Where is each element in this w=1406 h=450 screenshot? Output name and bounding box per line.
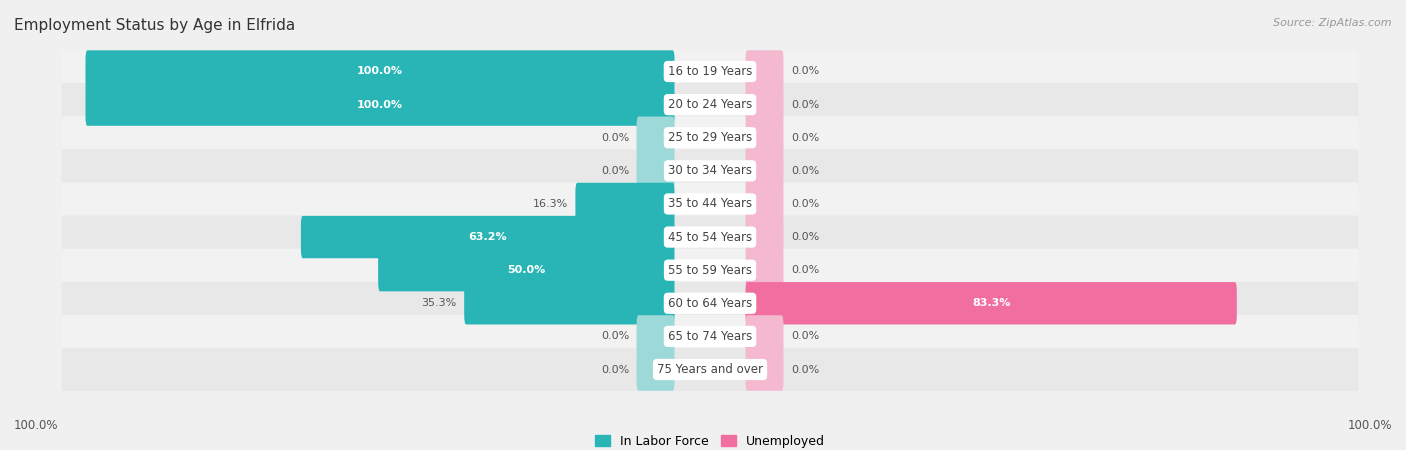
Text: 100.0%: 100.0% xyxy=(357,67,404,76)
FancyBboxPatch shape xyxy=(745,150,783,192)
FancyBboxPatch shape xyxy=(62,216,1358,259)
Text: 35.3%: 35.3% xyxy=(422,298,457,308)
FancyBboxPatch shape xyxy=(745,216,783,258)
Text: 0.0%: 0.0% xyxy=(792,331,820,342)
FancyBboxPatch shape xyxy=(745,50,783,93)
FancyBboxPatch shape xyxy=(62,50,1358,93)
Text: 100.0%: 100.0% xyxy=(14,419,59,432)
FancyBboxPatch shape xyxy=(378,249,675,291)
Text: 0.0%: 0.0% xyxy=(792,133,820,143)
Text: 20 to 24 Years: 20 to 24 Years xyxy=(668,98,752,111)
FancyBboxPatch shape xyxy=(62,315,1358,358)
Text: 0.0%: 0.0% xyxy=(600,166,628,176)
Text: 55 to 59 Years: 55 to 59 Years xyxy=(668,264,752,277)
FancyBboxPatch shape xyxy=(637,150,675,192)
Text: 0.0%: 0.0% xyxy=(600,331,628,342)
Text: 0.0%: 0.0% xyxy=(792,99,820,110)
Text: 0.0%: 0.0% xyxy=(600,133,628,143)
Legend: In Labor Force, Unemployed: In Labor Force, Unemployed xyxy=(591,430,830,450)
FancyBboxPatch shape xyxy=(745,183,783,225)
Text: 0.0%: 0.0% xyxy=(792,67,820,76)
FancyBboxPatch shape xyxy=(86,50,675,93)
FancyBboxPatch shape xyxy=(301,216,675,258)
Text: 50.0%: 50.0% xyxy=(508,265,546,275)
FancyBboxPatch shape xyxy=(745,83,783,126)
FancyBboxPatch shape xyxy=(62,182,1358,225)
Text: 0.0%: 0.0% xyxy=(792,199,820,209)
Text: 100.0%: 100.0% xyxy=(357,99,404,110)
Text: 60 to 64 Years: 60 to 64 Years xyxy=(668,297,752,310)
FancyBboxPatch shape xyxy=(637,117,675,159)
Text: 45 to 54 Years: 45 to 54 Years xyxy=(668,230,752,243)
Text: 0.0%: 0.0% xyxy=(792,364,820,374)
Text: 35 to 44 Years: 35 to 44 Years xyxy=(668,198,752,211)
FancyBboxPatch shape xyxy=(62,116,1358,159)
Text: 0.0%: 0.0% xyxy=(792,166,820,176)
Text: 25 to 29 Years: 25 to 29 Years xyxy=(668,131,752,144)
Text: 16 to 19 Years: 16 to 19 Years xyxy=(668,65,752,78)
FancyBboxPatch shape xyxy=(464,282,675,324)
FancyBboxPatch shape xyxy=(745,282,1237,324)
Text: 75 Years and over: 75 Years and over xyxy=(657,363,763,376)
FancyBboxPatch shape xyxy=(62,282,1358,325)
FancyBboxPatch shape xyxy=(575,183,675,225)
FancyBboxPatch shape xyxy=(745,348,783,391)
Text: 0.0%: 0.0% xyxy=(792,232,820,242)
Text: 100.0%: 100.0% xyxy=(1347,419,1392,432)
Text: 63.2%: 63.2% xyxy=(468,232,508,242)
Text: Source: ZipAtlas.com: Source: ZipAtlas.com xyxy=(1274,18,1392,28)
FancyBboxPatch shape xyxy=(62,249,1358,292)
FancyBboxPatch shape xyxy=(745,117,783,159)
Text: 30 to 34 Years: 30 to 34 Years xyxy=(668,164,752,177)
FancyBboxPatch shape xyxy=(745,249,783,291)
Text: Employment Status by Age in Elfrida: Employment Status by Age in Elfrida xyxy=(14,18,295,33)
Text: 16.3%: 16.3% xyxy=(533,199,568,209)
FancyBboxPatch shape xyxy=(62,348,1358,391)
Text: 83.3%: 83.3% xyxy=(972,298,1011,308)
FancyBboxPatch shape xyxy=(62,149,1358,192)
Text: 65 to 74 Years: 65 to 74 Years xyxy=(668,330,752,343)
FancyBboxPatch shape xyxy=(637,348,675,391)
Text: 0.0%: 0.0% xyxy=(600,364,628,374)
FancyBboxPatch shape xyxy=(62,83,1358,126)
FancyBboxPatch shape xyxy=(637,315,675,358)
FancyBboxPatch shape xyxy=(86,83,675,126)
Text: 0.0%: 0.0% xyxy=(792,265,820,275)
FancyBboxPatch shape xyxy=(745,315,783,358)
